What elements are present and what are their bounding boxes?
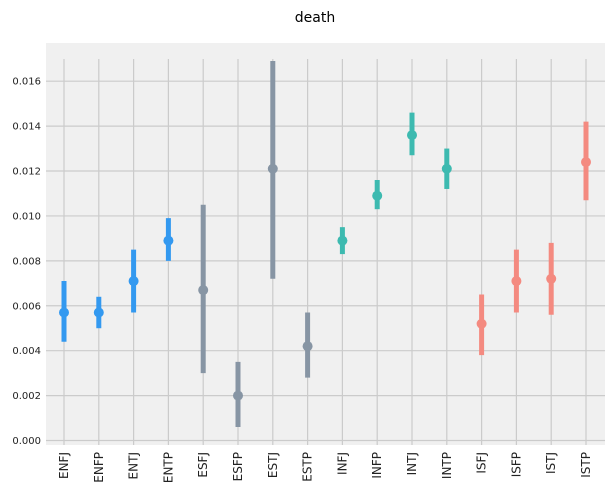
y-tick-label: 0.002 xyxy=(12,391,41,402)
point-marker xyxy=(372,190,383,201)
point-marker xyxy=(128,276,139,287)
y-tick-label: 0.008 xyxy=(12,256,41,267)
x-tick-label: ISTJ xyxy=(544,452,558,474)
y-tick-label: 0.010 xyxy=(12,211,41,222)
point-marker xyxy=(511,276,522,287)
x-tick-label: INFJ xyxy=(335,452,349,475)
data-marks xyxy=(59,60,591,428)
point-marker xyxy=(337,235,348,246)
x-tick-label: ENFP xyxy=(92,452,106,483)
point-marker xyxy=(302,341,313,352)
x-tick-label: INFP xyxy=(370,452,384,479)
y-tick-label: 0.000 xyxy=(12,436,41,447)
x-tick-label: ESTJ xyxy=(266,452,280,478)
x-tick-label: ISFJ xyxy=(475,452,489,474)
point-marker xyxy=(267,163,278,174)
x-tick-label: INTP xyxy=(440,452,454,479)
x-tick-label: ENTJ xyxy=(127,452,141,479)
chart-title: death xyxy=(295,10,335,26)
point-marker xyxy=(59,307,69,318)
y-tick-label: 0.016 xyxy=(12,77,41,88)
point-marker xyxy=(198,285,209,296)
y-tick-label: 0.012 xyxy=(12,167,41,178)
point-marker xyxy=(581,157,591,168)
point-marker xyxy=(441,163,452,174)
point-marker xyxy=(476,318,487,329)
grid xyxy=(46,59,605,445)
x-tick-label: INTJ xyxy=(405,452,419,475)
point-marker xyxy=(407,130,417,141)
x-tick-label: ENTP xyxy=(161,452,175,483)
x-axis: ENFJ ENFP ENTJ ENTP ESFJ ESFP ESTJ ESTP INFJ INFP… xyxy=(57,452,593,483)
y-tick-label: 0.006 xyxy=(12,301,41,312)
plot-area xyxy=(46,43,605,445)
x-tick-label: ESFP xyxy=(231,452,245,481)
y-tick-label: 0.004 xyxy=(12,346,41,357)
point-marker xyxy=(233,390,243,401)
point-marker xyxy=(546,273,557,284)
point-marker xyxy=(93,307,104,318)
x-tick-label: ENFJ xyxy=(57,452,71,479)
x-tick-label: ISFP xyxy=(509,452,523,477)
point-marker xyxy=(163,235,174,246)
x-tick-label: ESTP xyxy=(301,452,315,482)
x-tick-label: ISTP xyxy=(579,452,593,478)
y-tick-label: 0.014 xyxy=(12,122,41,133)
x-tick-label: ESFJ xyxy=(196,452,210,478)
y-axis: 0.000 0.002 0.004 0.006 0.008 0.010 0.012 0.014… xyxy=(12,77,41,447)
